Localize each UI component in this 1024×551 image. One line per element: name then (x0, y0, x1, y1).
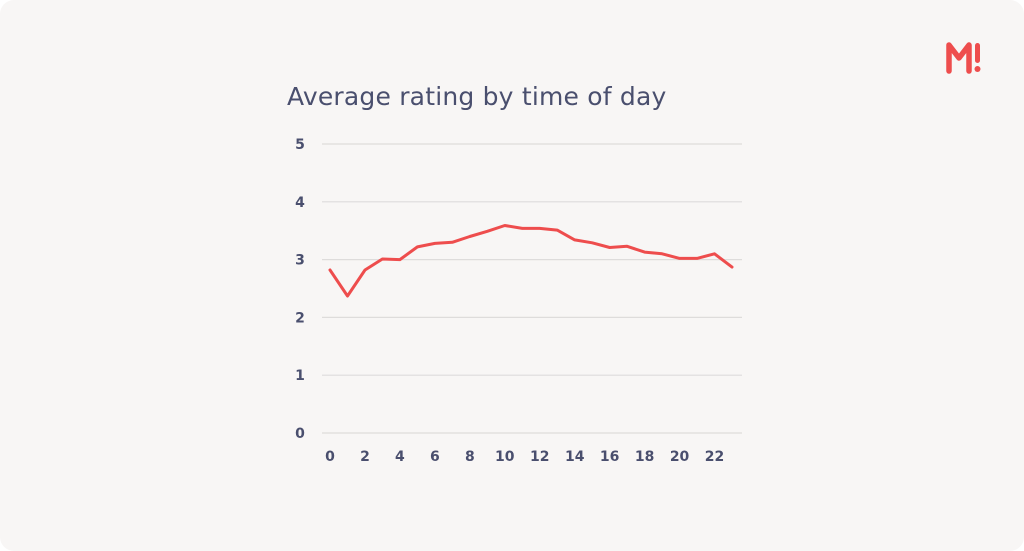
y-tick-label-4: 4 (295, 195, 305, 211)
x-tick-label-0: 0 (325, 449, 335, 465)
y-tick-label-5: 5 (295, 137, 305, 153)
x-tick-label-8: 8 (465, 449, 475, 465)
x-tick-label-12: 12 (530, 449, 549, 465)
series-line-0 (328, 224, 734, 298)
x-tick-label-20: 20 (670, 449, 690, 465)
x-tick-label-14: 14 (565, 449, 585, 465)
y-tick-label-1: 1 (295, 368, 305, 384)
brand-logo (946, 42, 981, 74)
x-tick-label-22: 22 (705, 449, 724, 465)
chart-title: Average rating by time of day (287, 82, 667, 111)
y-tick-label-2: 2 (295, 310, 305, 326)
x-tick-label-4: 4 (395, 449, 405, 465)
y-tick-label-0: 0 (295, 426, 305, 442)
x-tick-label-16: 16 (600, 449, 619, 465)
x-tick-label-2: 2 (360, 449, 370, 465)
y-tick-label-3: 3 (295, 253, 305, 269)
x-tick-label-18: 18 (635, 449, 654, 465)
x-tick-label-6: 6 (430, 449, 440, 465)
x-tick-label-10: 10 (495, 449, 515, 465)
